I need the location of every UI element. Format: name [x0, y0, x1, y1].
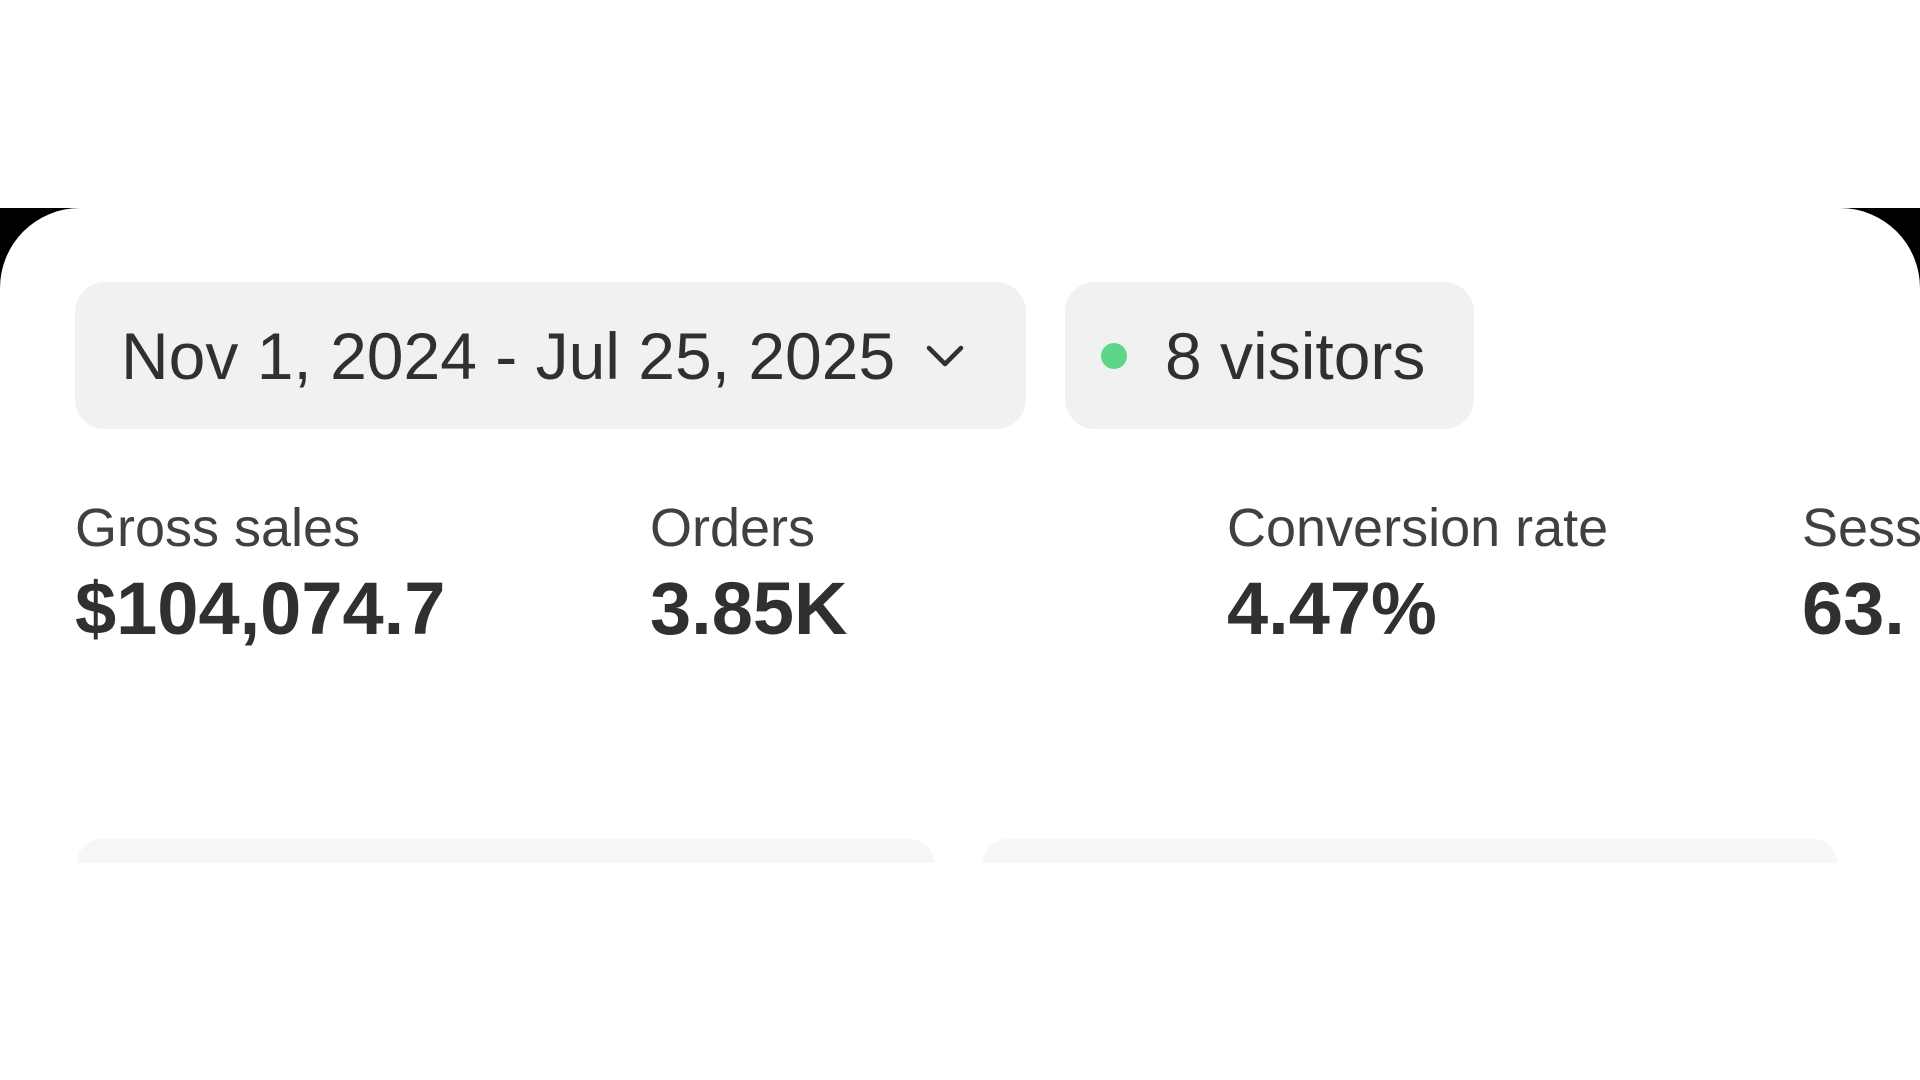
live-dot	[1101, 342, 1127, 369]
date-range-label: Nov 1, 2024 - Jul 25, 2025	[121, 318, 896, 393]
chevron-icon	[926, 345, 964, 366]
visitors-label: 8 visitors	[1165, 318, 1426, 393]
metric-label: Gross sales	[75, 498, 361, 558]
metric-value: 4.47%	[1227, 567, 1437, 650]
metric: Gross sales $104,074.7	[75, 496, 445, 654]
metric: Conversion rate 4.47%	[1227, 496, 1608, 654]
metric-value: 3.85K	[650, 567, 848, 650]
metric-label: Conversion rate	[1227, 498, 1609, 558]
metric: Sess 63.	[1802, 496, 1920, 654]
date-range-button[interactable]: Nov 1, 2024 - Jul 25, 2025	[75, 282, 1026, 429]
metric: Orders 3.85K	[650, 496, 847, 654]
metric-value: $104,074.7	[75, 567, 446, 650]
metric-label: Sess	[1802, 498, 1920, 558]
visitors-badge[interactable]: 8 visitors	[1065, 282, 1474, 429]
fold	[0, 863, 1920, 1080]
metric-label: Orders	[650, 498, 816, 558]
metric-value: 63.	[1802, 567, 1905, 650]
analytics-card: Nov 1, 2024 - Jul 25, 2025 8 visitors Gr…	[0, 208, 1920, 1080]
chart-card	[77, 839, 934, 863]
chart-card	[983, 839, 1837, 863]
